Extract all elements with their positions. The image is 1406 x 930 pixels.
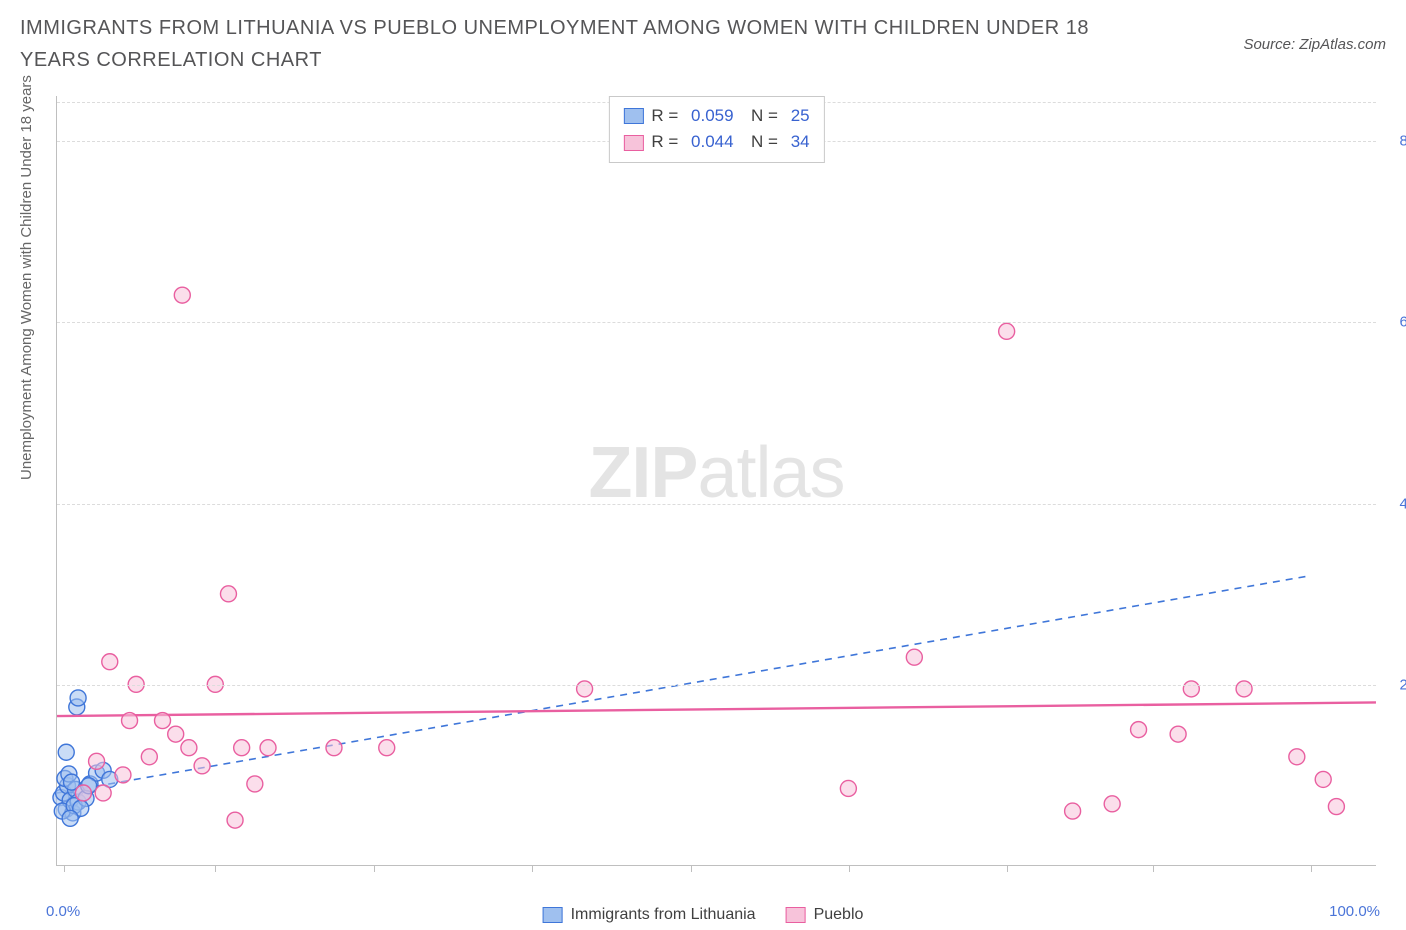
n-value-pueblo: 34 [791, 129, 810, 155]
x-tick [64, 865, 65, 872]
datapoint-lithuania [62, 810, 78, 826]
x-tick [849, 865, 850, 872]
x-tick [1153, 865, 1154, 872]
datapoint-pueblo [89, 753, 105, 769]
datapoint-pueblo [1236, 681, 1252, 697]
datapoint-pueblo [1170, 726, 1186, 742]
datapoint-pueblo [181, 740, 197, 756]
datapoint-lithuania [70, 690, 86, 706]
datapoint-pueblo [326, 740, 342, 756]
y-axis-label: Unemployment Among Women with Children U… [18, 75, 35, 480]
datapoint-pueblo [1289, 749, 1305, 765]
datapoint-pueblo [999, 323, 1015, 339]
datapoint-pueblo [1065, 803, 1081, 819]
gridline [57, 685, 1376, 686]
datapoint-pueblo [220, 586, 236, 602]
x-tick [532, 865, 533, 872]
y-tick-label: 40.0% [1399, 495, 1406, 512]
x-tick [374, 865, 375, 872]
datapoint-pueblo [260, 740, 276, 756]
gridline [57, 322, 1376, 323]
datapoint-pueblo [577, 681, 593, 697]
swatch-pueblo [623, 135, 643, 151]
legend-label-pueblo: Pueblo [814, 906, 864, 924]
r-value-pueblo: 0.044 [691, 129, 734, 155]
legend-label-lithuania: Immigrants from Lithuania [571, 906, 756, 924]
y-tick-label: 60.0% [1399, 314, 1406, 331]
datapoint-pueblo [174, 287, 190, 303]
datapoint-pueblo [234, 740, 250, 756]
datapoint-pueblo [840, 780, 856, 796]
datapoint-pueblo [247, 776, 263, 792]
datapoint-pueblo [1328, 799, 1344, 815]
x-axis-end-label: 100.0% [1329, 903, 1380, 920]
correlation-legend: R = 0.059 N = 25 R = 0.044 N = 34 [608, 96, 824, 163]
trendline-pueblo [57, 702, 1376, 716]
datapoint-pueblo [95, 785, 111, 801]
chart-title: IMMIGRANTS FROM LITHUANIA VS PUEBLO UNEM… [20, 12, 1140, 76]
datapoint-pueblo [168, 726, 184, 742]
source-credit: Source: ZipAtlas.com [1243, 12, 1386, 53]
scatter-svg [57, 96, 1376, 865]
swatch-pueblo-icon [786, 907, 806, 923]
datapoint-pueblo [1104, 796, 1120, 812]
datapoint-lithuania [58, 744, 74, 760]
datapoint-pueblo [115, 767, 131, 783]
y-tick-label: 80.0% [1399, 133, 1406, 150]
x-tick [1311, 865, 1312, 872]
datapoint-pueblo [122, 713, 138, 729]
datapoint-pueblo [1183, 681, 1199, 697]
datapoint-pueblo [1131, 722, 1147, 738]
legend-row-lithuania: R = 0.059 N = 25 [623, 103, 809, 129]
chart-plot-area: R = 0.059 N = 25 R = 0.044 N = 34 ZIPatl… [56, 96, 1376, 866]
swatch-lithuania-icon [543, 907, 563, 923]
gridline [57, 504, 1376, 505]
legend-item-lithuania: Immigrants from Lithuania [543, 906, 756, 924]
datapoint-pueblo [141, 749, 157, 765]
x-axis-origin-label: 0.0% [46, 903, 80, 920]
series-legend: Immigrants from Lithuania Pueblo [543, 906, 864, 924]
datapoint-pueblo [906, 649, 922, 665]
x-tick [691, 865, 692, 872]
y-tick-label: 20.0% [1399, 676, 1406, 693]
datapoint-pueblo [1315, 771, 1331, 787]
datapoint-pueblo [379, 740, 395, 756]
datapoint-pueblo [102, 654, 118, 670]
swatch-lithuania [623, 108, 643, 124]
legend-row-pueblo: R = 0.044 N = 34 [623, 129, 809, 155]
legend-item-pueblo: Pueblo [786, 906, 864, 924]
datapoint-pueblo [194, 758, 210, 774]
r-value-lithuania: 0.059 [691, 103, 734, 129]
datapoint-pueblo [227, 812, 243, 828]
datapoint-pueblo [155, 713, 171, 729]
x-tick [215, 865, 216, 872]
datapoint-pueblo [75, 785, 91, 801]
n-value-lithuania: 25 [791, 103, 810, 129]
x-tick [1007, 865, 1008, 872]
